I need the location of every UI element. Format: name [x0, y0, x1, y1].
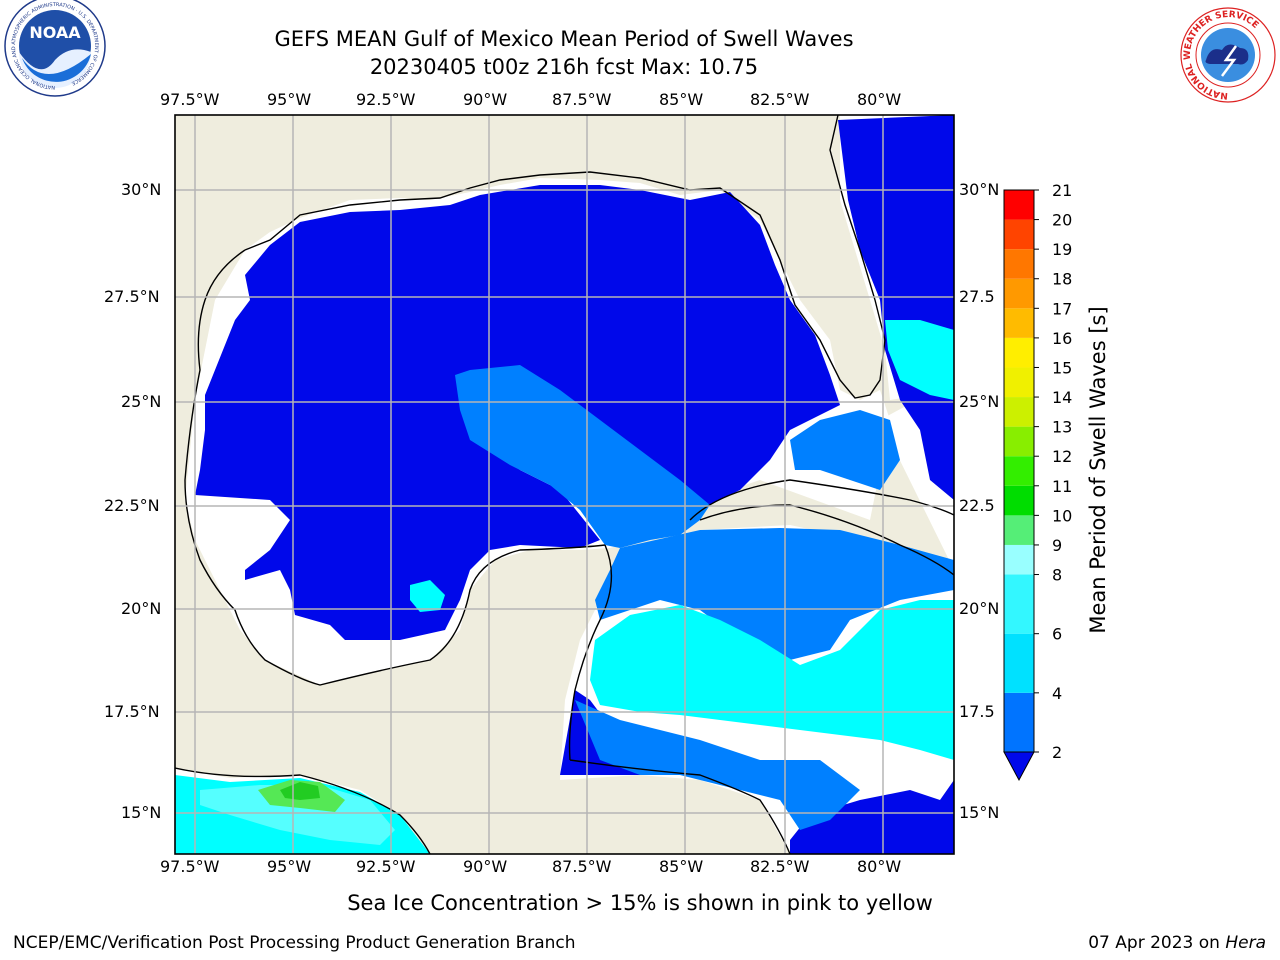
lat-label-left: 15°N — [121, 803, 162, 822]
colorbar-tick-label: 9 — [1052, 536, 1062, 555]
colorbar-tick-label: 2 — [1052, 743, 1062, 762]
colorbar-bin — [1004, 485, 1034, 516]
colorbar-bin — [1004, 456, 1034, 486]
colorbar-bin — [1004, 544, 1034, 575]
lon-label-top: 92.5°W — [356, 90, 416, 109]
lat-label-right: 27.5 — [959, 287, 995, 306]
colorbar-tick-label: 12 — [1052, 447, 1072, 466]
sea-ice-note: Sea Ice Concentration > 15% is shown in … — [347, 891, 933, 915]
lon-label-bottom: 90°W — [463, 857, 508, 876]
lon-label-top: 85°W — [659, 90, 704, 109]
lat-label-right: 17.5 — [959, 702, 995, 721]
colorbar-extend-arrow — [1003, 751, 1035, 782]
lon-label-bottom: 80°W — [857, 857, 902, 876]
colorbar-tick-label: 6 — [1052, 625, 1062, 644]
colorbar-tick-label: 19 — [1052, 240, 1072, 259]
colorbar-bin — [1004, 278, 1034, 309]
colorbar-tick-label: 8 — [1052, 566, 1062, 585]
nws-logo: NATIONAL WEATHER SERVICE — [1180, 7, 1276, 103]
graticule — [175, 115, 954, 854]
lon-label-bottom: 97.5°W — [160, 857, 220, 876]
noaa-logo-text: NOAA — [29, 23, 81, 42]
colorbar-tick-label: 18 — [1052, 270, 1072, 289]
date-text: 07 Apr 2023 on — [1088, 933, 1220, 953]
swell-band-4-6s-atlantic — [885, 320, 954, 400]
colorbar-bin — [1004, 249, 1034, 279]
colorbar-bin — [1004, 397, 1034, 427]
lat-label-left: 22.5°N — [104, 496, 160, 515]
lat-label-right: 22.5 — [959, 496, 995, 515]
colorbar-tick-label: 21 — [1052, 181, 1072, 200]
swell-band-2-4s — [455, 365, 710, 548]
lat-label-left: 30°N — [121, 180, 162, 199]
lon-label-top: 87.5°W — [552, 90, 612, 109]
swell-band-2-4s-south — [575, 700, 860, 830]
lat-label-right: 25°N — [959, 392, 1000, 411]
lon-label-top: 95°W — [267, 90, 312, 109]
credit-text: NCEP/EMC/Verification Post Processing Pr… — [13, 933, 576, 953]
colorbar-tick-label: 16 — [1052, 329, 1072, 348]
colorbar-tick-label: 4 — [1052, 684, 1062, 703]
lat-label-left: 25°N — [121, 392, 162, 411]
lat-label-right: 15°N — [959, 803, 1000, 822]
colorbar-tick-label: 15 — [1052, 358, 1072, 377]
colorbar-bin — [1004, 515, 1034, 545]
lon-label-top: 90°W — [463, 90, 508, 109]
lon-label-bottom: 95°W — [267, 857, 312, 876]
colorbar-bin — [1004, 337, 1034, 368]
lon-label-top: 80°W — [857, 90, 902, 109]
colorbar-label: Mean Period of Swell Waves [s] — [1086, 306, 1110, 634]
pacific-band-10-11s — [280, 782, 320, 800]
lon-label-top: 82.5°W — [750, 90, 810, 109]
colorbar-bin — [1004, 308, 1034, 338]
colorbar-bin — [1004, 367, 1034, 398]
swell-band-atlantic-deep — [838, 115, 954, 500]
colorbar-bin — [1004, 574, 1034, 634]
colorbar-bin — [1004, 426, 1034, 457]
pacific-band-6-8s — [200, 785, 395, 845]
colorbar-tick-label: 13 — [1052, 418, 1072, 437]
colorbar-bin — [1004, 219, 1034, 250]
chart-title: GEFS MEAN Gulf of Mexico Mean Period of … — [274, 27, 854, 51]
swell-band-under-2s — [195, 185, 840, 640]
swell-band-4-6s — [590, 600, 954, 760]
lat-label-left: 20°N — [121, 599, 162, 618]
colorbar-tick-label: 14 — [1052, 388, 1072, 407]
swell-band-caribbean-deep — [790, 780, 954, 854]
machine-name: Hera — [1225, 933, 1266, 953]
date-stamp: 07 Apr 2023 on Hera — [1088, 933, 1266, 953]
colorbar-tick-label: 11 — [1052, 477, 1072, 496]
swell-band-4-6s-bay — [410, 580, 445, 612]
colorbar-tick-label: 20 — [1052, 211, 1072, 230]
colorbar-bin — [1004, 633, 1034, 693]
map-frame — [174, 114, 955, 855]
lat-label-right: 30°N — [959, 180, 1000, 199]
colorbar-tick-label: 10 — [1052, 506, 1072, 525]
chart-subtitle: 20230405 t00z 216h fcst Max: 10.75 — [369, 55, 759, 79]
colorbar-bin — [1004, 692, 1034, 752]
lon-label-bottom: 87.5°W — [552, 857, 612, 876]
lat-label-right: 20°N — [959, 599, 1000, 618]
lon-label-bottom: 85°W — [659, 857, 704, 876]
lat-label-left: 27.5°N — [104, 287, 160, 306]
colorbar-bin — [1004, 190, 1034, 220]
lon-label-bottom: 82.5°W — [750, 857, 810, 876]
lon-label-bottom: 92.5°W — [356, 857, 416, 876]
swell-band-2-4s-east — [790, 410, 900, 490]
colorbar-frame — [1003, 189, 1035, 753]
colorbar: 2 4 6 8 9 10 11 12 13 14 15 16 17 18 19 20 21 — [1003, 181, 1072, 782]
lat-label-left: 17.5°N — [104, 702, 160, 721]
noaa-logo: NOAA NATIONAL OCEANIC AND ATMOSPHERIC AD… — [4, 0, 106, 97]
colorbar-tick-label: 17 — [1052, 299, 1072, 318]
lon-label-top: 97.5°W — [160, 90, 220, 109]
map-area — [174, 114, 955, 855]
